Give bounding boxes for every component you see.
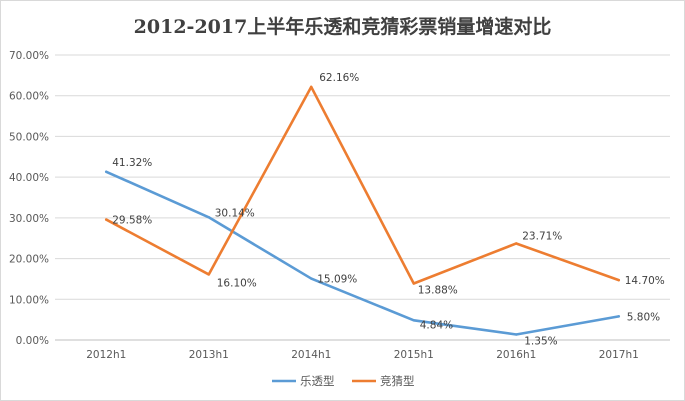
x-tick-label: 2016h1 [496,349,536,361]
chart-title: 2012-2017上半年乐透和竞猜彩票销量增速对比 [133,16,552,38]
y-tick-label: 60.00% [9,91,49,103]
data-point [617,315,620,318]
data-labels: 41.32% 30.14% 15.09% 4.84% 1.35% 5.80% 29.58% 1… [112,72,665,348]
data-point [310,277,313,280]
x-tick-label: 2013h1 [189,349,229,361]
data-label: 62.16% [319,72,359,84]
x-tick-label: 2017h1 [599,349,639,361]
legend: 乐透型 竞猜型 [272,374,415,388]
y-axis-ticks: 0.00% 10.00% 20.00% 30.00% 40.00% 50.00% 60.00… [9,50,49,347]
data-point [105,218,108,221]
data-label: 41.32% [112,157,152,169]
x-axis-ticks: 2012h1 2013h1 2014h1 2015h1 2016h1 2017h1 [86,349,639,361]
series-line-2 [104,85,621,285]
y-tick-label: 20.00% [9,254,49,266]
series-lines [104,85,621,336]
data-label: 23.71% [522,230,562,242]
data-label: 29.58% [112,215,152,227]
gridlines [55,54,670,341]
data-label: 30.14% [215,207,255,219]
data-label: 15.09% [317,274,357,286]
y-tick-label: 40.00% [9,172,49,184]
legend-label: 乐透型 [300,374,335,388]
data-point [207,273,210,276]
y-tick-label: 50.00% [9,131,49,143]
data-point [412,282,415,285]
x-tick-label: 2015h1 [394,349,434,361]
data-label: 14.70% [625,275,665,287]
data-point [310,85,313,89]
data-point [515,333,518,336]
data-point [617,278,620,282]
y-tick-label: 0.00% [16,335,49,347]
series-line-1 [104,170,621,336]
data-label: 13.88% [418,284,458,296]
y-tick-label: 30.00% [9,213,49,225]
data-label: 5.80% [627,311,660,323]
data-point [515,242,518,245]
data-point [105,170,108,173]
data-label: 1.35% [524,336,557,348]
y-tick-label: 70.00% [9,50,49,62]
y-tick-label: 10.00% [9,294,49,306]
data-point [412,319,415,322]
x-tick-label: 2012h1 [86,349,126,361]
x-tick-label: 2014h1 [291,349,331,361]
data-label: 16.10% [217,277,257,289]
data-point [207,216,210,219]
data-label: 4.84% [420,319,453,331]
legend-label: 竞猜型 [380,374,415,388]
